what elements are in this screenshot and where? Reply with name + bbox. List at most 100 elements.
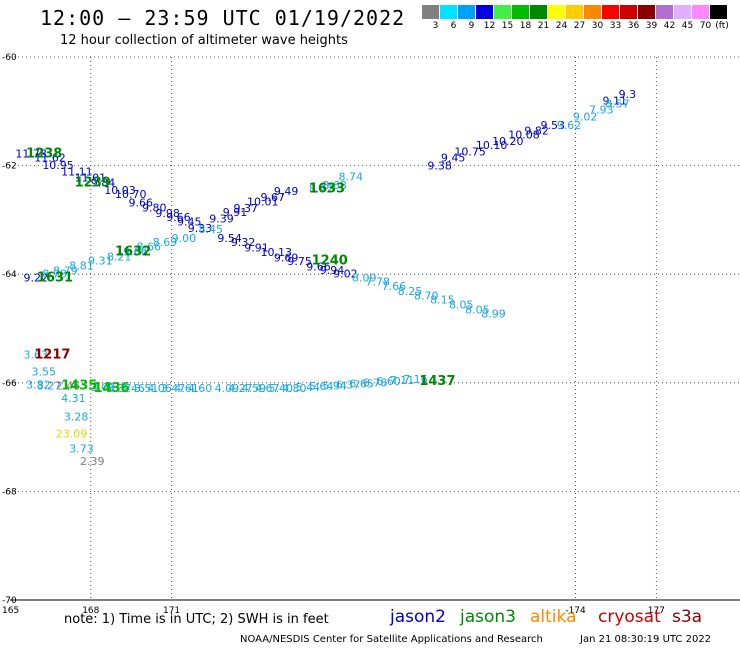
data-point-label: 7.16 [403,373,428,386]
data-point-label: 3.47 [161,382,186,395]
data-point-label: 10.03 [104,184,136,197]
data-point-label: 8.78 [42,268,67,281]
legend-s3a: s3a [672,607,703,627]
color-scale-unit: (ft) [715,21,729,31]
data-point-label: 23.09 [56,427,88,440]
data-point-label: 3.63 [23,349,47,362]
data-point-label: 8.09 [352,271,377,284]
y-tick-label: -70 [2,596,17,606]
color-scale-swatch [710,5,727,19]
data-point-label: 8.69 [153,236,178,249]
data-point-label: 3.28 [64,410,89,423]
data-point-label: 6.37 [336,378,361,391]
color-scale-swatch [638,5,655,19]
y-tick-label: -62 [2,162,17,172]
data-point-label: 9.91 [244,242,268,255]
data-point-label: 9.84 [91,176,116,189]
color-scale-swatch [548,5,565,19]
color-scale-label: 15 [501,21,514,31]
data-point-label: 6.65 [349,377,374,390]
data-point-label: 2.46 [56,380,81,393]
data-point-label: 9.66 [123,245,148,258]
data-point-label: 8.74 [339,170,364,183]
data-point-label: 4.31 [61,392,85,405]
color-scale-label: 21 [537,21,550,31]
color-scale-swatch [656,5,673,19]
data-point-label: 8.68 [322,179,347,192]
data-point-label: 9.45 [177,216,202,229]
color-scale-label: 24 [555,21,568,31]
data-point-label: 8.70 [414,289,439,302]
data-point-label: 9.66 [128,197,153,210]
data-point-label: 3.73 [69,443,94,456]
color-scale-label: 36 [627,21,640,31]
color-scale-swatch [476,5,493,19]
data-point-label: 1240 [312,254,348,269]
color-scale-swatch [566,5,583,19]
data-point-label: 4.27 [228,382,253,395]
data-point-label: 4.67 [255,382,280,395]
x-tick-label: 168 [82,606,99,616]
color-scale-swatch [674,5,691,19]
color-scale-label: 27 [573,21,586,31]
data-point-label: 10.10 [476,139,508,152]
data-point-label: 4.80 [282,382,307,395]
legend-cryosat: cryosat [598,607,661,627]
data-point-label: 11.62 [34,151,66,164]
data-point-label: 1631 [37,270,73,285]
color-scale-swatch [584,5,601,19]
data-point-label: 4.09 [215,382,240,395]
data-point-label: 1239 [75,175,111,190]
corner-tick-label: 165 [2,606,19,616]
data-point-label: 9.62 [557,119,582,132]
note-text: note: 1) Time is in UTC; 2) SWH is in fe… [64,612,329,627]
data-point-label: 10.95 [42,159,74,172]
data-point-label: 6.78 [363,376,388,389]
data-point-label: 9.02 [573,111,598,124]
data-point-label: 8.21 [107,250,132,263]
data-point-label: 9.80 [142,201,167,214]
data-point-label: 10.70 [115,188,147,201]
data-point-label: 9.3 [619,88,637,101]
data-point-label: 9.75 [287,255,312,268]
data-point-label: 5.44 [295,381,320,394]
y-tick-label: -60 [2,53,17,63]
data-point-label: 1217 [34,348,70,363]
data-point-label: 9.02 [333,268,358,281]
data-point-label: 1632 [115,244,151,259]
data-point-label: 8.79 [53,264,78,277]
data-point-label: 9.49 [274,185,299,198]
data-point-label: 3.55 [32,365,57,378]
data-point-label: 4.06 [147,382,172,395]
color-scale-label: 42 [663,21,676,31]
data-point-label: 3.37 [107,382,132,395]
data-point-label: 9.91 [223,206,248,219]
data-point-label: 1435 [61,379,97,394]
data-point-label: 8.81 [69,260,94,273]
data-point-label: 11.01 [75,172,107,185]
data-point-label: 2.39 [80,455,105,468]
data-point-label: 8.66 [137,241,162,254]
data-point-label: 3.82 [26,378,51,391]
data-point-label: 3.46 [120,382,144,395]
data-point-label: 6.60 [376,375,401,388]
data-point-label: 9.11 [602,94,627,107]
data-point-label: 7.93 [589,104,614,117]
data-point-label: 5.64 [309,380,334,393]
data-point-label: 9.31 [88,255,113,268]
data-point-label: 4.61 [174,382,199,395]
data-point-label: 9.82 [524,124,549,137]
data-point-label: 9.37 [234,202,259,215]
color-scale-swatch [602,5,619,19]
timestamp-text: Jan 21 08:30:19 UTC 2022 [580,634,712,645]
y-tick-label: -68 [2,487,17,497]
data-point-label: 1238 [26,147,62,162]
data-point-label: 1436 [93,381,129,396]
color-scale-swatch [422,5,439,19]
color-scale-swatch [494,5,511,19]
data-point-label: 8.72 [309,182,334,195]
data-point-label: 9.22 [23,271,47,284]
color-scale-label: 6 [450,21,457,31]
